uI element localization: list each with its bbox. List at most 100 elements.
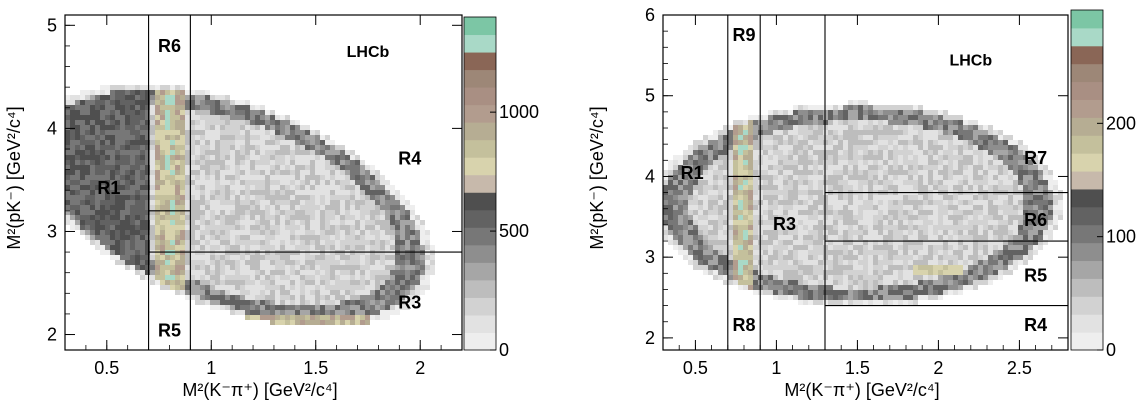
heatmap-cell xyxy=(175,255,180,260)
heatmap-cell xyxy=(883,185,888,190)
heatmap-cell xyxy=(270,210,275,215)
heatmap-cell xyxy=(70,110,75,115)
heatmap-cell xyxy=(873,170,878,175)
heatmap-cell xyxy=(718,155,723,160)
heatmap-cell xyxy=(813,105,818,110)
heatmap-cell xyxy=(240,195,245,200)
heatmap-cell xyxy=(195,210,200,215)
heatmap-cell xyxy=(843,180,848,185)
heatmap-cell xyxy=(798,210,803,215)
heatmap-cell xyxy=(180,140,185,145)
heatmap-cell xyxy=(90,230,95,235)
heatmap-cell xyxy=(843,275,848,280)
heatmap-cell xyxy=(753,255,758,260)
heatmap-cell xyxy=(300,300,305,305)
heatmap-cell xyxy=(160,90,165,95)
heatmap-cell xyxy=(913,200,918,205)
heatmap-cell xyxy=(150,145,155,150)
heatmap-cell xyxy=(703,175,708,180)
heatmap-cell xyxy=(763,260,768,265)
heatmap-cell xyxy=(335,240,340,245)
heatmap-cell xyxy=(773,130,778,135)
heatmap-cell xyxy=(235,215,240,220)
heatmap-cell xyxy=(150,175,155,180)
heatmap-cell xyxy=(723,260,728,265)
heatmap-cell xyxy=(843,245,848,250)
heatmap-cell xyxy=(773,125,778,130)
heatmap-cell xyxy=(693,170,698,175)
heatmap-cell xyxy=(325,295,330,300)
heatmap-cell xyxy=(933,165,938,170)
heatmap-cell xyxy=(763,155,768,160)
heatmap-cell xyxy=(285,225,290,230)
heatmap-cell xyxy=(145,235,150,240)
heatmap-cell xyxy=(688,150,693,155)
heatmap-cell xyxy=(693,205,698,210)
heatmap-cell xyxy=(923,205,928,210)
heatmap-cell xyxy=(948,185,953,190)
heatmap-cell xyxy=(210,105,215,110)
heatmap-cell xyxy=(773,265,778,270)
heatmap-cell xyxy=(295,195,300,200)
heatmap-cell xyxy=(265,125,270,130)
heatmap-cell xyxy=(818,110,823,115)
heatmap-cell xyxy=(350,220,355,225)
heatmap-cell xyxy=(195,140,200,145)
heatmap-cell xyxy=(375,205,380,210)
heatmap-cell xyxy=(923,235,928,240)
heatmap-cell xyxy=(943,250,948,255)
heatmap-cell xyxy=(210,240,215,245)
heatmap-cell xyxy=(778,215,783,220)
heatmap-cell xyxy=(145,255,150,260)
heatmap-cell xyxy=(65,95,70,100)
heatmap-cell xyxy=(743,160,748,165)
heatmap-cell xyxy=(120,170,125,175)
heatmap-cell xyxy=(335,175,340,180)
heatmap-cell xyxy=(220,220,225,225)
heatmap-cell xyxy=(718,135,723,140)
heatmap-cell xyxy=(953,285,958,290)
heatmap-cell xyxy=(160,260,165,265)
heatmap-cell xyxy=(913,235,918,240)
heatmap-cell xyxy=(898,170,903,175)
heatmap-cell xyxy=(783,165,788,170)
heatmap-cell xyxy=(738,220,743,225)
heatmap-cell xyxy=(155,130,160,135)
heatmap-cell xyxy=(873,135,878,140)
heatmap-cell xyxy=(923,275,928,280)
heatmap-cell xyxy=(255,205,260,210)
heatmap-cell xyxy=(818,145,823,150)
heatmap-cell xyxy=(265,165,270,170)
heatmap-cell xyxy=(818,295,823,300)
heatmap-cell xyxy=(843,115,848,120)
heatmap-cell xyxy=(345,260,350,265)
heatmap-cell xyxy=(260,220,265,225)
heatmap-cell xyxy=(868,125,873,130)
heatmap-cell xyxy=(255,240,260,245)
heatmap-cell xyxy=(938,150,943,155)
heatmap-cell xyxy=(858,110,863,115)
heatmap-cell xyxy=(130,225,135,230)
heatmap-cell xyxy=(425,275,430,280)
heatmap-cell xyxy=(748,215,753,220)
heatmap-cell xyxy=(260,230,265,235)
heatmap-cell xyxy=(115,240,120,245)
heatmap-cell xyxy=(798,215,803,220)
heatmap-cell xyxy=(973,205,978,210)
heatmap-cell xyxy=(295,130,300,135)
heatmap-cell xyxy=(160,110,165,115)
heatmap-cell xyxy=(878,170,883,175)
heatmap-cell xyxy=(828,180,833,185)
heatmap-cell xyxy=(295,140,300,145)
heatmap-cell xyxy=(798,200,803,205)
heatmap-cell xyxy=(225,305,230,310)
heatmap-cell xyxy=(888,260,893,265)
heatmap-cell xyxy=(335,310,340,315)
heatmap-cell xyxy=(310,275,315,280)
heatmap-cell xyxy=(803,180,808,185)
heatmap-cell xyxy=(150,235,155,240)
heatmap-cell xyxy=(853,135,858,140)
heatmap-cell xyxy=(90,140,95,145)
heatmap-cell xyxy=(723,160,728,165)
heatmap-cell xyxy=(260,210,265,215)
